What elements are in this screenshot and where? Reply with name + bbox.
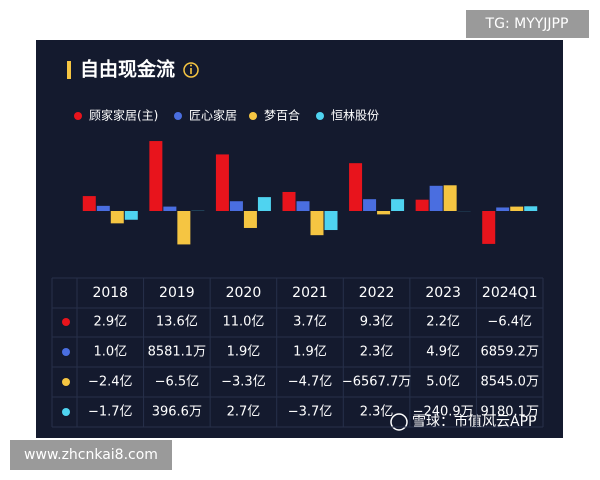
bar <box>482 211 496 244</box>
watermark: www.zhcnkai8.com <box>24 447 158 463</box>
bar <box>177 211 191 245</box>
cell: 9180.1万 <box>480 405 539 420</box>
cell: 8581.1万 <box>148 345 207 360</box>
cell: 11.0亿 <box>222 315 264 330</box>
bar <box>282 191 296 211</box>
row-marker <box>62 378 70 386</box>
column-header: 2019 <box>159 285 195 301</box>
bar <box>391 199 405 211</box>
chart-title: 自由现金流 <box>80 58 175 81</box>
bar <box>524 206 538 211</box>
cell: 2.2亿 <box>426 315 460 330</box>
cell: −2.4亿 <box>88 375 133 390</box>
cell: 2.7亿 <box>227 405 261 420</box>
column-header: 2021 <box>292 285 328 301</box>
cell: 5.0亿 <box>426 375 460 390</box>
bar <box>296 201 310 211</box>
legend-marker <box>174 112 182 120</box>
cell: 1.0亿 <box>93 345 127 360</box>
legend-marker <box>249 112 257 120</box>
column-header: 2022 <box>359 285 395 301</box>
info-icon-stem <box>190 68 192 74</box>
bar <box>163 206 177 211</box>
bar <box>510 206 524 211</box>
plot: 顾家家居(主) 匠心家居 梦百合 恒林股份 2018 2019 2020 2021 2022 20… <box>51 108 544 428</box>
cell: −240.9万 <box>413 405 474 420</box>
info-icon-dot <box>190 64 192 67</box>
watermark: 雪球：市值风云APP <box>412 413 536 430</box>
cell: 1.9亿 <box>227 345 261 360</box>
title-accent <box>67 61 71 79</box>
cell: −6567.7万 <box>342 375 411 390</box>
watermark-box <box>466 10 589 38</box>
cell: 396.6万 <box>152 405 202 420</box>
column-header: 2024Q1 <box>482 285 538 301</box>
cell: −4.7亿 <box>288 375 333 390</box>
legend-label: 匠心家居 <box>189 108 237 123</box>
cell: 13.6亿 <box>156 315 198 330</box>
bar <box>82 196 96 211</box>
cell: 8545.0万 <box>480 375 539 390</box>
bar <box>257 197 271 211</box>
bar <box>429 185 443 211</box>
cell: −3.3亿 <box>221 375 266 390</box>
row-marker <box>62 408 70 416</box>
cell: 2.3亿 <box>360 345 394 360</box>
cell: −6.4亿 <box>487 315 532 330</box>
bar <box>363 199 377 211</box>
bar <box>310 211 324 236</box>
cell: −6.5亿 <box>155 375 200 390</box>
cell: 4.9亿 <box>426 345 460 360</box>
bar <box>415 199 429 211</box>
cell: −3.7亿 <box>288 405 333 420</box>
cell: 9.3亿 <box>360 315 394 330</box>
legend-marker <box>316 112 324 120</box>
legend-label: 恒林股份 <box>331 109 379 123</box>
cell: 6859.2万 <box>480 345 539 360</box>
cell: −1.7亿 <box>88 405 133 420</box>
bar <box>149 141 163 211</box>
panel <box>36 40 563 438</box>
bar <box>110 211 124 224</box>
cell: 2.9亿 <box>93 315 127 330</box>
bar <box>377 211 391 215</box>
bar <box>229 201 243 211</box>
cell: 2.3亿 <box>360 405 394 420</box>
bar <box>496 207 510 211</box>
legend-label: 顾家家居(主) <box>89 108 158 123</box>
watermark: TG: MYYJJPP <box>485 16 569 32</box>
row-marker <box>62 318 70 326</box>
bar <box>96 205 110 211</box>
legend-marker <box>74 112 82 120</box>
bar <box>124 211 138 220</box>
info-icon <box>183 62 199 78</box>
bar <box>243 211 257 228</box>
row-marker <box>62 348 70 356</box>
bar <box>215 154 229 211</box>
bar <box>324 211 338 231</box>
column-header: 2018 <box>92 285 128 301</box>
watermark-icon <box>390 413 408 431</box>
watermark-box <box>10 440 172 470</box>
bar <box>349 163 363 211</box>
bar <box>443 185 457 211</box>
cell: 3.7亿 <box>293 315 327 330</box>
column-header: 2023 <box>425 285 461 301</box>
cell: 1.9亿 <box>293 345 327 360</box>
column-header: 2020 <box>226 285 262 301</box>
legend-label: 梦百合 <box>264 108 300 123</box>
